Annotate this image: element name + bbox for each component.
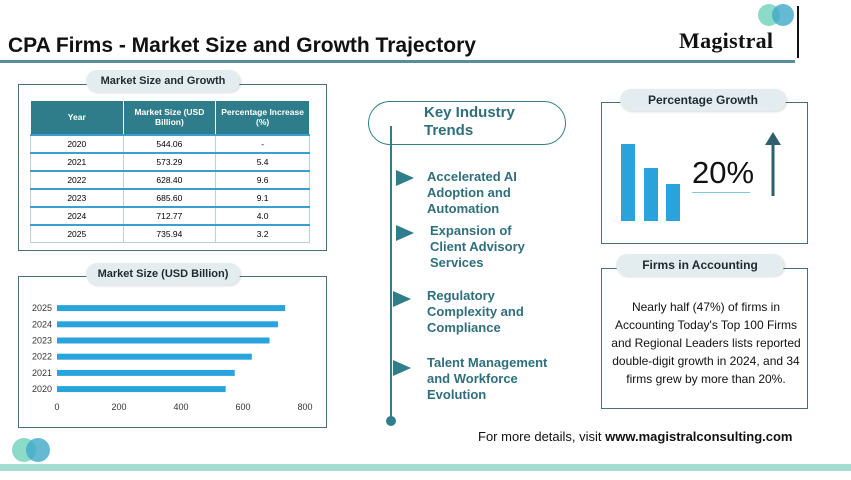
x-tick-label: 600 [235,402,250,412]
x-tick-label: 800 [297,402,312,412]
bar-2023 [57,337,270,344]
up-arrow-icon [765,132,781,196]
trend-line-text: Regulatory [427,288,495,303]
footer-logo-circles-icon [12,438,52,462]
logo-divider [797,6,799,58]
trend-line-text: Adoption and [427,185,511,201]
table-header-percentage: Percentage Increase (%) [215,100,310,135]
table-cell: - [215,133,310,154]
table-row: 2022 628.40 9.6 [30,169,310,190]
table-row: 2021 573.29 5.4 [30,152,310,171]
market-size-chart-panel [18,276,327,428]
table-cell: 3.2 [215,224,310,243]
trends-timeline [390,126,392,420]
trends-title-line: Key Industry [424,104,515,121]
x-tick-label: 200 [111,402,126,412]
trend-line-text: Compliance [427,320,501,336]
trend-item: Talent Management and Workforce Evolutio… [427,355,547,403]
bar-2021 [57,369,235,376]
footer-bar [0,464,851,471]
y-tick-label: 2025 [32,303,52,313]
table-row: 2023 685.60 9.1 [30,188,310,207]
trend-arrow-icon [396,225,414,241]
trend-item: Regulatory Complexity and Compliance [427,288,524,336]
percentage-growth-title: Percentage Growth [620,89,786,111]
footer-link[interactable]: www.magistralconsulting.com [605,429,793,444]
table-row: 2020 544.06 - [30,133,310,154]
y-tick-label: 2021 [32,368,52,378]
table-cell: 573.29 [122,152,217,171]
trend-line-text: Client Advisory [430,239,525,255]
market-size-chart-title: Market Size (USD Billion) [86,263,240,285]
trend-line-text: Services [430,255,484,271]
bar-2025 [57,305,286,312]
page-title: CPA Firms - Market Size and Growth Traje… [8,34,476,57]
trend-arrow-icon [393,291,411,307]
trend-line-text: Expansion of [430,223,512,238]
table-cell: 9.6 [215,169,310,190]
y-tick-label: 2020 [32,384,52,394]
logo-circles-icon [758,4,798,26]
table-header-year: Year [30,100,124,135]
growth-percent-value: 20% [692,155,755,190]
table-cell: 685.60 [122,188,217,207]
table-cell: 2021 [30,152,124,171]
trend-line-text: Evolution [427,387,487,403]
y-tick-label: 2022 [32,352,52,362]
trend-line-text: and Workforce [427,371,518,387]
table-cell: 628.40 [122,169,217,190]
table-cell: 9.1 [215,188,310,207]
firms-title: Firms in Accounting [616,254,784,276]
y-tick-label: 2024 [32,319,52,329]
trend-line-text: Accelerated AI [427,169,517,184]
bar-2022 [57,353,252,360]
table-header-market-size: Market Size (USD Billion) [122,100,217,135]
trends-title-line: Trends [424,122,474,139]
trends-title: Key Industry Trends [424,104,515,140]
bar-2020 [57,386,226,393]
trend-line-text: Complexity and [427,304,524,320]
timeline-end-dot [386,416,396,426]
table-row: 2024 712.77 4.0 [30,205,310,226]
table-cell: 735.94 [122,224,217,243]
firms-panel [601,268,808,409]
table-cell: 2022 [30,169,124,190]
table-cell: 2023 [30,188,124,207]
table-cell: 544.06 [122,133,217,154]
table-cell: 712.77 [122,205,217,226]
trend-line-text: Automation [427,201,500,217]
x-tick-label: 400 [173,402,188,412]
growth-underline [692,192,750,193]
x-tick-label: 0 [54,402,59,412]
table-cell: 2025 [30,224,124,243]
trend-line-text: Talent Management [427,355,548,370]
trend-arrow-icon [393,360,411,376]
growth-bar-icon [621,144,635,221]
title-divider [0,60,795,63]
firms-description: Nearly half (47%) of firms in Accounting… [611,300,801,386]
table-cell: 4.0 [215,205,310,226]
trends-title-frame [368,101,566,145]
table-cell: 5.4 [215,152,310,171]
market-size-growth-title: Market Size and Growth [86,70,240,92]
trend-arrow-icon [396,170,414,186]
footer-prefix: For more details, visit [478,429,606,444]
growth-bar-icon [666,184,680,221]
footer-text: For more details, visit www.magistralcon… [478,429,792,444]
trend-item: Expansion of Client Advisory Services [430,223,525,271]
table-cell: 2024 [30,205,124,226]
market-size-table: Year Market Size (USD Billion) Percentag… [30,100,310,243]
brand-logo: Magistral [679,28,774,53]
trend-item: Accelerated AI Adoption and Automation [427,169,517,217]
y-tick-label: 2023 [32,336,52,346]
bar-2024 [57,321,278,328]
table-cell: 2020 [30,133,124,154]
table-row: 2025 735.94 3.2 [30,224,310,243]
growth-bar-icon [644,168,658,221]
